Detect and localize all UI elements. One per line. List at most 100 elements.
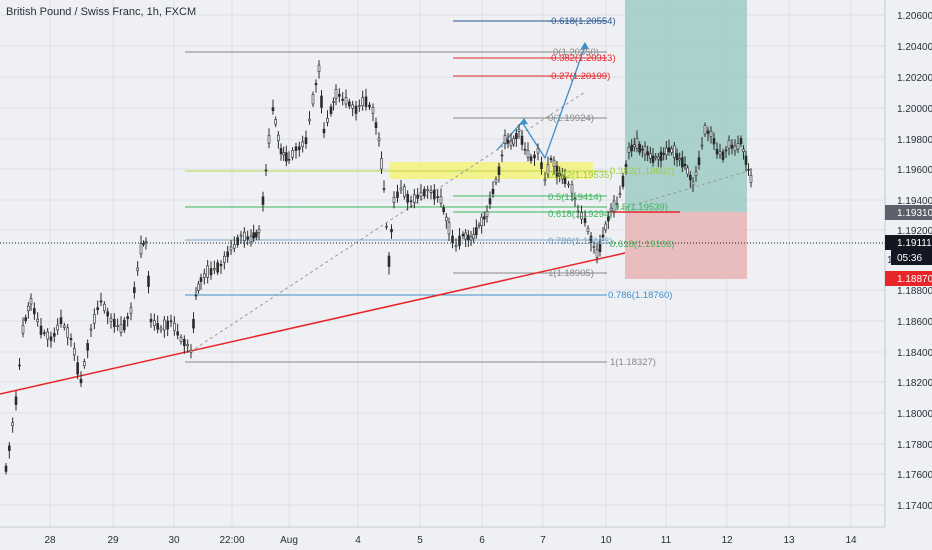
candle-body bbox=[633, 144, 636, 147]
fib-level-label: 1(1.18905) bbox=[548, 268, 594, 279]
candle-body bbox=[472, 234, 475, 239]
last-price-tag bbox=[885, 235, 932, 250]
last-price-label: 1.19111 bbox=[897, 238, 932, 249]
candle-body bbox=[670, 148, 673, 153]
candle-body bbox=[467, 234, 470, 241]
candle-body bbox=[317, 64, 321, 72]
candle-body bbox=[79, 378, 83, 384]
price-axis[interactable]: 1.20600 1.20400 1.20200 1.20000 1.19800 1.196… bbox=[884, 0, 932, 527]
candle-body bbox=[700, 144, 704, 147]
fib-level-label: 0.786(1.18760) bbox=[608, 290, 672, 301]
candle-body bbox=[403, 186, 406, 197]
candle-body bbox=[667, 147, 671, 153]
price-tick-label: 1.20200 bbox=[897, 73, 932, 84]
candle-body bbox=[451, 235, 454, 243]
countdown-tag bbox=[891, 250, 932, 265]
stop-zone[interactable] bbox=[625, 212, 747, 279]
dashed-projection-line[interactable] bbox=[189, 91, 586, 353]
candle-body bbox=[583, 218, 587, 224]
price-tick-label: 1.20600 bbox=[897, 11, 932, 22]
time-tick-label: 4 bbox=[355, 535, 361, 546]
candle-body bbox=[298, 146, 301, 150]
candle-body bbox=[491, 188, 495, 195]
candle-body bbox=[282, 152, 285, 156]
candle-body bbox=[683, 163, 687, 167]
candle-body bbox=[179, 336, 183, 342]
price-tick-label: 1.17800 bbox=[897, 440, 932, 451]
candle-body bbox=[96, 307, 99, 311]
candle-body bbox=[638, 143, 641, 153]
candle-body bbox=[59, 317, 63, 325]
fib-level-label: 1(1.18327) bbox=[610, 357, 656, 368]
fib-level-label: 0.786(1.19123) bbox=[548, 236, 612, 247]
candle-body bbox=[718, 151, 722, 156]
stop-price-label: 1.18870 bbox=[897, 274, 932, 285]
candle-body bbox=[689, 174, 692, 181]
candle-body bbox=[206, 265, 209, 278]
candle-body bbox=[341, 98, 344, 101]
candle-body bbox=[159, 327, 163, 331]
arrow-head-icon bbox=[580, 42, 589, 50]
price-tick-label: 1.17400 bbox=[897, 501, 932, 512]
candle-body bbox=[338, 93, 341, 97]
candle-body bbox=[304, 137, 308, 145]
candle-body bbox=[469, 236, 473, 241]
candle-body bbox=[257, 229, 261, 233]
candle-body bbox=[413, 194, 416, 203]
projection-arrow[interactable] bbox=[496, 45, 586, 160]
price-tick-label: 1.19400 bbox=[897, 196, 932, 207]
candle-body bbox=[11, 422, 14, 427]
candle-body bbox=[264, 169, 268, 172]
candle-body bbox=[526, 150, 530, 158]
candle-body bbox=[483, 216, 486, 220]
candle-body bbox=[209, 268, 213, 276]
candle-body bbox=[76, 362, 79, 375]
partial-price-label: 1 bbox=[887, 255, 893, 266]
candle-body bbox=[454, 244, 458, 247]
time-tick-label: 14 bbox=[845, 535, 857, 546]
candle-body bbox=[139, 243, 143, 255]
candle-body bbox=[129, 307, 133, 314]
candle-body bbox=[406, 193, 409, 203]
fib-level-label: 0.5(1.19414) bbox=[548, 192, 602, 203]
candle-body bbox=[390, 228, 393, 233]
target-zone[interactable] bbox=[625, 0, 747, 212]
candle-body bbox=[69, 338, 73, 341]
candle-body bbox=[520, 135, 524, 145]
candle-body bbox=[675, 153, 679, 161]
time-tick-label: 13 bbox=[783, 535, 795, 546]
candle-body bbox=[618, 193, 622, 195]
candle-body bbox=[123, 319, 126, 331]
candle-body bbox=[654, 155, 657, 158]
fib-labels: -0.618(1.20554) 0(1.20350)-0.382(1.20313)… bbox=[548, 16, 674, 368]
candle-body bbox=[33, 308, 36, 315]
time-tick-label: 5 bbox=[417, 535, 423, 546]
fib-levels[interactable] bbox=[0, 20, 885, 363]
candle-body bbox=[36, 318, 39, 322]
time-tick-label: 22:00 bbox=[219, 535, 244, 546]
candle-body bbox=[601, 234, 605, 238]
candle-body bbox=[552, 159, 556, 167]
price-tick-label: 1.20000 bbox=[897, 104, 932, 115]
candle-body bbox=[724, 149, 728, 152]
candle-body bbox=[706, 130, 710, 134]
candle-body bbox=[721, 151, 725, 160]
time-axis[interactable]: 28 29 30 22:00 Aug 4 5 6 7 10 11 12 13 14 bbox=[0, 526, 885, 546]
candle-body bbox=[497, 166, 501, 175]
candle-body bbox=[236, 237, 239, 246]
candles[interactable] bbox=[4, 60, 753, 475]
candle-body bbox=[46, 331, 49, 340]
candle-body bbox=[277, 134, 280, 141]
candle-body bbox=[436, 196, 439, 198]
price-tick-label: 1.18000 bbox=[897, 409, 932, 420]
candle-body bbox=[374, 122, 378, 128]
candle-body bbox=[358, 105, 361, 107]
candle-body bbox=[580, 212, 583, 220]
candle-body bbox=[261, 196, 265, 205]
time-tick-label: 30 bbox=[168, 535, 180, 546]
trendline[interactable] bbox=[0, 252, 626, 395]
candle-body bbox=[503, 135, 507, 144]
candle-body bbox=[371, 107, 375, 114]
